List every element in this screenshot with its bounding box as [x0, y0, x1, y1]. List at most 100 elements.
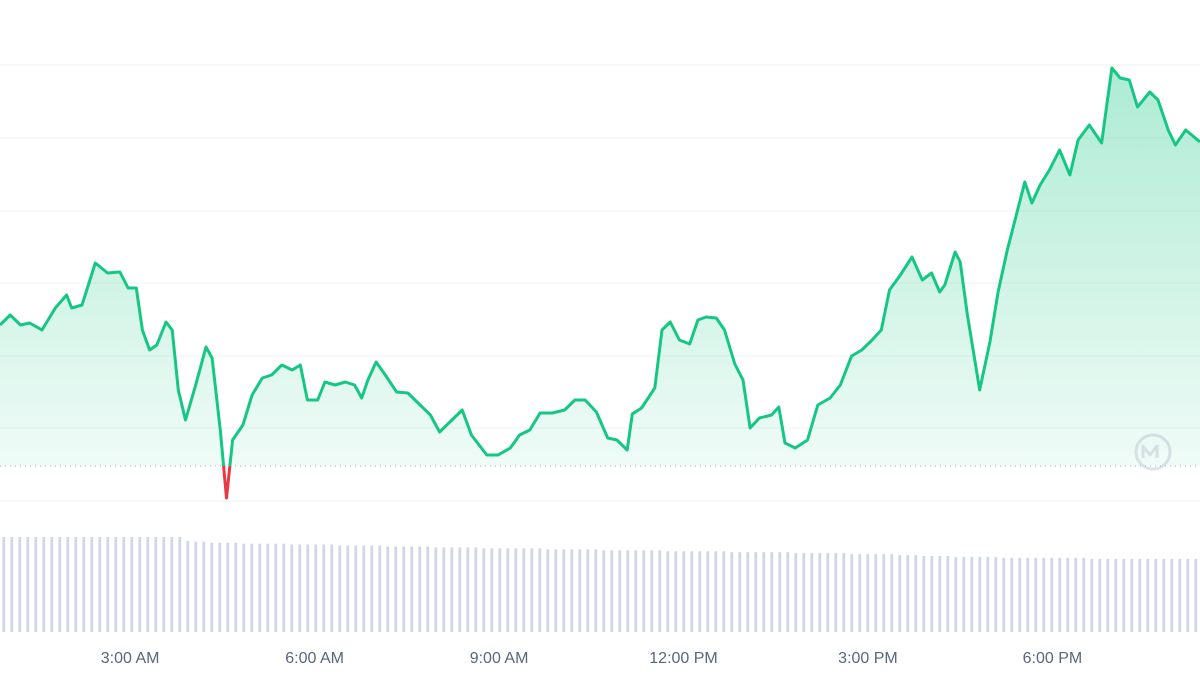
volume-bar	[418, 546, 422, 632]
volume-bar	[210, 542, 214, 632]
volume-bar	[578, 549, 582, 632]
volume-bar	[258, 543, 262, 632]
volume-bar	[626, 550, 630, 632]
volume-bar	[466, 547, 470, 632]
volume-bar	[1098, 558, 1102, 632]
volume-bar	[738, 552, 742, 632]
volume-bar	[1002, 557, 1006, 632]
volume-bar	[346, 545, 350, 632]
volume-bar	[730, 552, 734, 632]
volume-bar	[938, 556, 942, 632]
volume-bar	[682, 551, 686, 632]
volume-bar	[106, 537, 110, 632]
volume-bar	[226, 542, 230, 632]
volume-bar	[50, 537, 54, 632]
volume-bar	[1194, 558, 1198, 632]
volume-bar	[1058, 557, 1062, 632]
price-line	[0, 66, 1200, 466]
volume-bar	[722, 551, 726, 632]
volume-bar	[946, 556, 950, 632]
watermark-logo	[1134, 433, 1172, 471]
volume-bar	[250, 543, 254, 632]
volume-bar	[858, 554, 862, 632]
volume-bar	[1170, 558, 1174, 632]
volume-bar	[370, 545, 374, 632]
volume-bar	[746, 552, 750, 632]
volume-bar	[906, 555, 910, 632]
volume-bar	[266, 543, 270, 632]
volume-bar	[602, 550, 606, 632]
volume-bar	[506, 548, 510, 632]
volume-bar	[922, 556, 926, 632]
volume-bar	[434, 547, 438, 632]
volume-bar	[778, 552, 782, 632]
volume-bar	[234, 542, 238, 632]
volume-bar	[402, 546, 406, 632]
volume-bar	[426, 546, 430, 632]
volume-bar	[34, 537, 38, 632]
volume-bar	[818, 553, 822, 632]
volume-bar	[290, 544, 294, 632]
volume-bar	[1074, 557, 1078, 632]
volume-bar	[570, 549, 574, 632]
x-tick-label: 12:00 PM	[649, 650, 717, 667]
volume-bar	[458, 547, 462, 632]
volume-bar	[970, 556, 974, 632]
volume-bar	[834, 553, 838, 632]
volume-bar	[658, 550, 662, 632]
volume-bar	[242, 543, 246, 632]
volume-bar	[842, 553, 846, 632]
volume-bar	[522, 548, 526, 632]
volume-bar	[594, 549, 598, 632]
volume-bar	[826, 553, 830, 632]
volume-bar	[186, 540, 190, 632]
volume-bar	[450, 547, 454, 632]
volume-bar	[1018, 557, 1022, 632]
volume-bar	[146, 537, 150, 632]
volume-bar	[618, 550, 622, 632]
volume-bar	[634, 550, 638, 632]
volume-bar	[1138, 558, 1142, 632]
volume-bar	[1034, 557, 1038, 632]
volume-bar	[1026, 557, 1030, 632]
volume-bar	[170, 537, 174, 632]
volume-bar	[1130, 558, 1134, 632]
volume-bar	[994, 556, 998, 632]
volume-bar	[378, 545, 382, 632]
volume-bar	[754, 552, 758, 632]
volume-bar	[546, 549, 550, 632]
volume-bar	[90, 537, 94, 632]
x-tick-label: 3:00 PM	[838, 650, 898, 667]
volume-bar	[514, 548, 518, 632]
x-axis: 3:00 AM 6:00 AM 9:00 AM 12:00 PM 3:00 PM 6:00…	[101, 650, 1082, 667]
volume-bar	[178, 537, 182, 632]
volume-bar	[410, 546, 414, 632]
volume-bar	[986, 556, 990, 632]
volume-bar	[386, 546, 390, 632]
volume-bar	[538, 548, 542, 632]
volume-bar	[194, 541, 198, 632]
volume-bar	[586, 549, 590, 632]
volume-bar	[42, 537, 46, 632]
volume-bar	[218, 542, 222, 632]
volume-bar	[482, 548, 486, 632]
volume-bar	[58, 537, 62, 632]
volume-bar	[10, 537, 14, 632]
volume-bar	[898, 555, 902, 632]
volume-bar	[802, 553, 806, 632]
volume-bar	[890, 554, 894, 632]
volume-bar	[314, 544, 318, 632]
volume-bar	[338, 545, 342, 632]
volume-bar	[554, 549, 558, 632]
plot-area	[0, 66, 1200, 632]
volume-bar	[962, 556, 966, 632]
x-tick-label: 3:00 AM	[101, 650, 160, 667]
volume-bar	[762, 552, 766, 632]
volume-bar	[354, 545, 358, 632]
volume-bar	[1186, 558, 1190, 632]
volume-bar	[1122, 558, 1126, 632]
volume-bar	[642, 550, 646, 632]
volume-bar	[1178, 558, 1182, 632]
